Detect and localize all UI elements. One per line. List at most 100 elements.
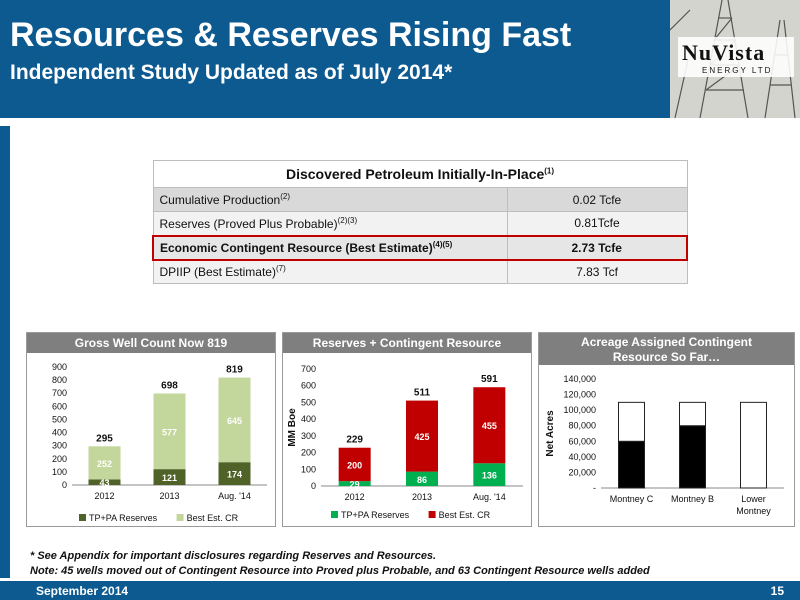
y-tick-label: 800: [52, 375, 67, 385]
bar-segment: [338, 447, 371, 482]
legend-label: TP+PA Reserves: [341, 510, 410, 520]
x-tick-label: Aug. '14: [473, 492, 506, 502]
y-tick-label: 400: [301, 414, 316, 424]
chart-reserves: 0 100 200 300 400 500 600 700 MM Boe 29 200 229 2012…: [287, 364, 523, 520]
slide-title: Resources & Reserves Rising Fast: [10, 16, 572, 54]
data-label: 425: [414, 432, 429, 442]
y-tick-label: 0: [62, 480, 67, 490]
y-tick-label: 60,000: [568, 436, 596, 446]
data-label: 136: [482, 471, 497, 481]
x-tick-label: 2012: [94, 491, 114, 501]
y-tick-label: 200: [52, 454, 67, 464]
y-axis-title: Net Acres: [545, 410, 556, 457]
bar-segment: [153, 393, 186, 470]
bar-segment: [338, 481, 371, 486]
y-tick-label: 120,000: [563, 390, 596, 400]
bar-segment: [618, 401, 645, 442]
x-tick-label: Montney C: [610, 494, 654, 504]
row-label: Reserves (Proved Plus Probable)(2)(3): [152, 211, 508, 236]
legend-label: Best Est. CR: [187, 513, 239, 523]
legend-swatch: [176, 514, 184, 521]
y-tick-label: 900: [52, 362, 67, 372]
row-label: DPIIP (Best Estimate)(7): [152, 259, 508, 284]
data-label: 29: [350, 480, 360, 490]
legend-swatch: [79, 514, 86, 521]
row-value: 7.83 Tcf: [506, 259, 688, 284]
y-tick-label: -: [593, 483, 596, 493]
bar-segment: [679, 425, 706, 489]
y-tick-label: 0: [311, 481, 316, 491]
logo-backdrop: [678, 37, 794, 77]
x-tick-label: Lower: [741, 494, 766, 504]
y-tick-label: 400: [52, 428, 67, 438]
x-tick-label: 2013: [412, 492, 432, 502]
page-number: 15: [770, 584, 784, 598]
bar-segment: [406, 471, 438, 486]
footer-date: September 2014: [36, 584, 129, 598]
bar-segment: [679, 401, 706, 427]
chart-title: Reserves + Contingent Resource: [283, 333, 531, 353]
data-label: 86: [417, 475, 427, 485]
y-tick-label: 300: [301, 431, 316, 441]
left-accent-bar: [0, 126, 10, 578]
y-tick-label: 700: [301, 364, 316, 374]
chart-panel-well-count: Gross Well Count Now 819 0 100 200 300 400 50…: [26, 332, 276, 527]
wells-note: Note: 45 wells moved out of Contingent R…: [30, 565, 650, 577]
total-label: 698: [161, 380, 178, 391]
chart-well-count: 0 100 200 300 400 500 600 700 800 900 43 252 295 2012…: [52, 362, 267, 523]
row-value: 0.02 Tcfe: [506, 187, 688, 212]
bar-segment: [218, 462, 251, 485]
table-header: Discovered Petroleum Initially-In-Place(…: [152, 160, 688, 188]
total-label: 511: [414, 388, 431, 399]
y-tick-label: 40,000: [568, 452, 596, 462]
y-tick-label: 80,000: [568, 421, 596, 431]
bar-segment: [88, 446, 121, 480]
bar-segment: [406, 400, 438, 472]
data-label: 43: [99, 478, 109, 488]
y-tick-label: 700: [52, 388, 67, 398]
chart-acreage: - 20,000 40,000 60,000 80,000 100,000 120,000 1…: [545, 374, 784, 516]
data-label: 200: [347, 460, 362, 470]
disclosure-note: * See Appendix for important disclosures…: [30, 550, 437, 562]
y-tick-label: 100: [301, 464, 316, 474]
data-label: 455: [482, 421, 497, 431]
chart-panel-reserves: Reserves + Contingent Resource 0 100 200 30…: [282, 332, 532, 527]
y-tick-label: 600: [52, 401, 67, 411]
data-label: 174: [227, 470, 242, 480]
legend-label: Best Est. CR: [439, 510, 491, 520]
total-label: 229: [346, 435, 363, 446]
chart-title: Gross Well Count Now 819: [27, 333, 275, 353]
title-banner: Resources & Reserves Rising Fast Indepen…: [0, 0, 670, 118]
y-axis-title: MM Boe: [287, 408, 298, 447]
footer-bar: September 2014 15: [0, 581, 800, 600]
data-label: 121: [162, 473, 177, 483]
legend-swatch: [331, 511, 338, 518]
total-label: 591: [481, 374, 498, 385]
y-tick-label: 500: [52, 414, 67, 424]
logo-wordmark: NuVista: [682, 40, 766, 65]
data-label: 577: [162, 427, 177, 437]
legend-swatch: [428, 511, 436, 518]
y-tick-label: 100: [52, 467, 67, 477]
total-label: 295: [96, 433, 113, 444]
row-value: 2.73 Tcfe: [506, 234, 688, 261]
bar-segment: [618, 440, 645, 489]
y-tick-label: 600: [301, 381, 316, 391]
footnotes: * See Appendix for important disclosures…: [30, 549, 650, 579]
table-row-highlighted: Economic Contingent Resource (Best Estim…: [152, 234, 688, 261]
row-label: Cumulative Production(2): [152, 187, 508, 212]
x-tick-label: Montney: [736, 506, 771, 516]
petroleum-table: Discovered Petroleum Initially-In-Place(…: [152, 160, 688, 284]
x-tick-label: 2013: [159, 491, 179, 501]
bar-segment: [473, 463, 506, 486]
total-label: 819: [226, 365, 243, 376]
table-row: Cumulative Production(2) 0.02 Tcfe: [152, 187, 688, 212]
bar-segment: [740, 401, 767, 489]
y-tick-label: 100,000: [563, 405, 596, 415]
x-tick-label: Aug. '14: [218, 491, 251, 501]
company-logo: NuVista ENERGY LTD: [670, 0, 800, 118]
table-row: DPIIP (Best Estimate)(7) 7.83 Tcf: [152, 259, 688, 284]
y-tick-label: 140,000: [563, 374, 596, 384]
x-tick-label: Montney B: [671, 494, 714, 504]
